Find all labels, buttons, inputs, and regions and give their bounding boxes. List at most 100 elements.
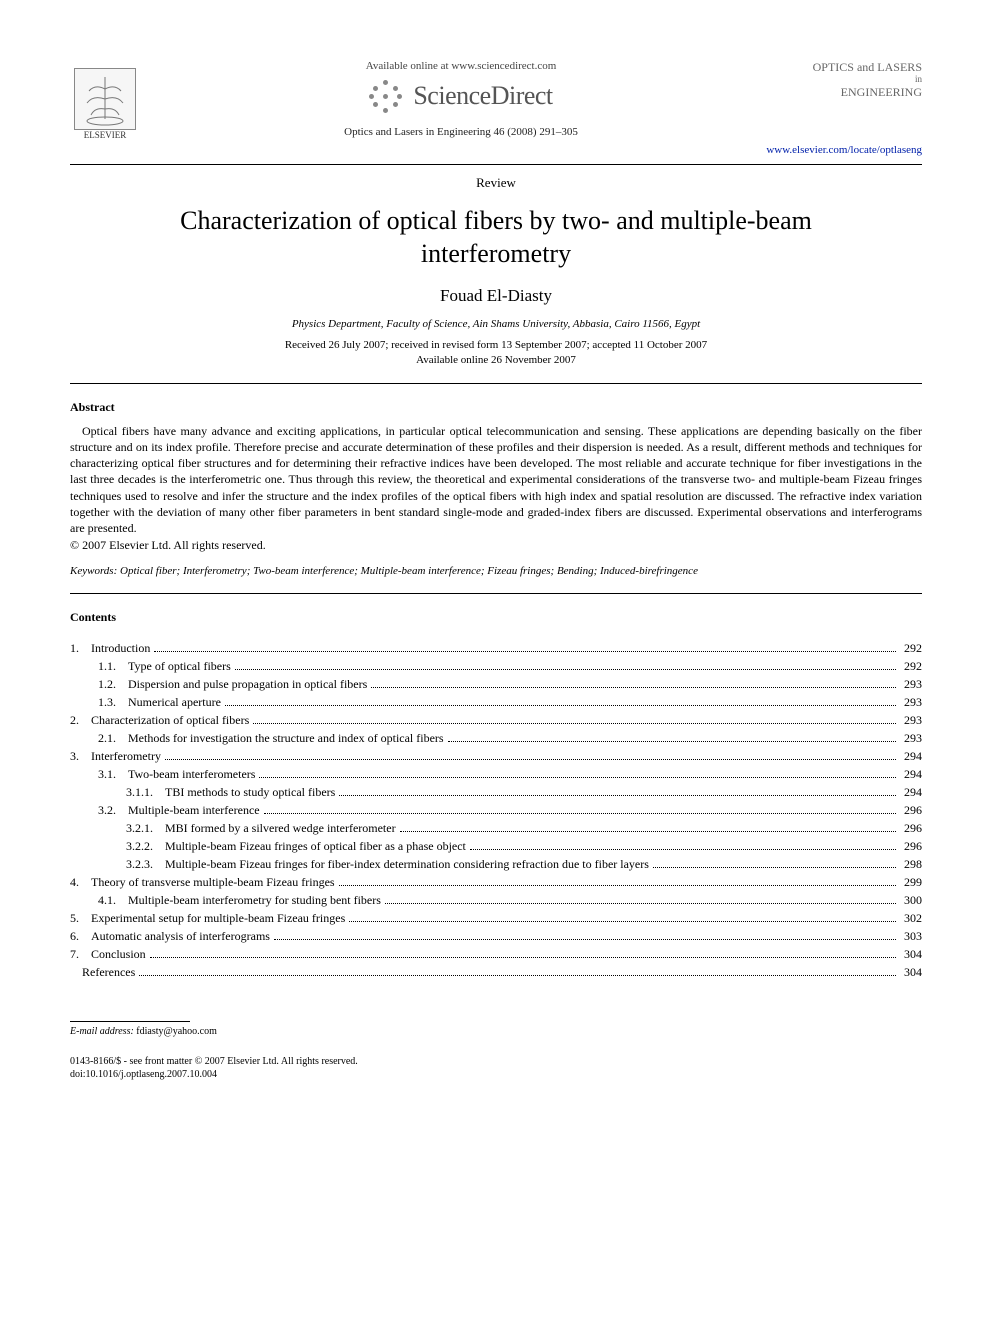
toc-page: 293: [900, 711, 922, 729]
toc-number: 3.2.: [98, 801, 128, 819]
article-dates: Received 26 July 2007; received in revis…: [70, 338, 922, 369]
toc-number: 3.2.1.: [126, 819, 165, 837]
toc-page: 304: [900, 963, 922, 981]
toc-page: 292: [900, 639, 922, 657]
toc-page: 303: [900, 927, 922, 945]
toc-row[interactable]: 1.3.Numerical aperture 293: [70, 693, 922, 711]
sciencedirect-wordmark: ScienceDirect: [413, 81, 552, 111]
elsevier-tree-icon: [74, 68, 136, 130]
toc-leader-dots: [253, 723, 896, 724]
journal-brand: OPTICS and LASERS in ENGINEERING: [782, 60, 922, 100]
toc-page: 304: [900, 945, 922, 963]
toc-leader-dots: [274, 939, 896, 940]
toc-page: 292: [900, 657, 922, 675]
elsevier-logo: ELSEVIER: [70, 60, 140, 140]
keywords-text: Optical fiber; Interferometry; Two-beam …: [120, 565, 698, 577]
toc-number: 3.2.2.: [126, 837, 165, 855]
toc-row[interactable]: References 304: [70, 963, 922, 981]
toc-leader-dots: [339, 795, 896, 796]
toc-label: Two-beam interferometers: [128, 765, 255, 783]
toc-label: Interferometry: [91, 747, 161, 765]
toc-page: 294: [900, 783, 922, 801]
toc-leader-dots: [339, 885, 896, 886]
toc-leader-dots: [150, 957, 896, 958]
sciencedirect-block: Available online at www.sciencedirect.co…: [140, 60, 782, 138]
mid-rule-2: [70, 593, 922, 594]
toc-label: Numerical aperture: [128, 693, 221, 711]
toc-number: 6.: [70, 927, 91, 945]
toc-row[interactable]: 3.1.1.TBI methods to study optical fiber…: [70, 783, 922, 801]
toc-row[interactable]: 6.Automatic analysis of interferograms 30…: [70, 927, 922, 945]
toc-page: 296: [900, 801, 922, 819]
toc-row[interactable]: 3.2.3.Multiple-beam Fizeau fringes for f…: [70, 855, 922, 873]
toc-leader-dots: [225, 705, 896, 706]
dates-line-1: Received 26 July 2007; received in revis…: [70, 338, 922, 353]
toc-page: 294: [900, 747, 922, 765]
email-address[interactable]: fdiasty@yahoo.com: [136, 1026, 217, 1037]
toc-leader-dots: [653, 867, 896, 868]
toc-label: TBI methods to study optical fibers: [165, 783, 335, 801]
toc-row[interactable]: 1.Introduction292: [70, 639, 922, 657]
toc-row[interactable]: 7.Conclusion304: [70, 945, 922, 963]
available-online-text: Available online at www.sciencedirect.co…: [140, 60, 782, 72]
copyright-line: © 2007 Elsevier Ltd. All rights reserved…: [70, 538, 922, 553]
toc-page: 299: [900, 873, 922, 891]
toc-label: Multiple-beam interferometry for studing…: [128, 891, 381, 909]
toc-leader-dots: [448, 741, 896, 742]
toc-row[interactable]: 2.Characterization of optical fibers293: [70, 711, 922, 729]
toc-page: 293: [900, 693, 922, 711]
toc-row[interactable]: 1.1.Type of optical fibers292: [70, 657, 922, 675]
toc-row[interactable]: 2.1.Methods for investigation the struct…: [70, 729, 922, 747]
footer-rule: [70, 1021, 190, 1022]
journal-brand-line1: OPTICS and LASERS: [813, 60, 922, 74]
toc-page: 296: [900, 819, 922, 837]
toc-number: 3.2.3.: [126, 855, 165, 873]
toc-number: 1.3.: [98, 693, 128, 711]
mid-rule-1: [70, 383, 922, 384]
toc-page: 302: [900, 909, 922, 927]
toc-label: Type of optical fibers: [128, 657, 231, 675]
toc-label: Conclusion: [91, 945, 146, 963]
contents-heading: Contents: [70, 610, 922, 625]
toc-number: 2.1.: [98, 729, 128, 747]
toc-leader-dots: [400, 831, 896, 832]
article-title: Characterization of optical fibers by tw…: [156, 205, 836, 270]
toc-label: Experimental setup for multiple-beam Fiz…: [91, 909, 345, 927]
sd-logo-row: ScienceDirect: [140, 78, 782, 114]
toc-row[interactable]: 1.2.Dispersion and pulse propagation in …: [70, 675, 922, 693]
toc-leader-dots: [371, 687, 896, 688]
keywords-label: Keywords:: [70, 565, 117, 577]
toc-number: 1.2.: [98, 675, 128, 693]
toc-row[interactable]: 3.2.1.MBI formed by a silvered wedge int…: [70, 819, 922, 837]
article-type: Review: [70, 175, 922, 191]
toc-row[interactable]: 3.1.Two-beam interferometers294: [70, 765, 922, 783]
toc-leader-dots: [139, 975, 896, 976]
toc-label: Automatic analysis of interferograms: [91, 927, 270, 945]
toc-label: References: [82, 963, 135, 981]
toc-number: 3.1.1.: [126, 783, 165, 801]
elsevier-label: ELSEVIER: [84, 130, 127, 140]
toc-label: Dispersion and pulse propagation in opti…: [128, 675, 367, 693]
toc-leader-dots: [259, 777, 896, 778]
journal-link[interactable]: www.elsevier.com/locate/optlaseng: [70, 144, 922, 156]
toc-page: 298: [900, 855, 922, 873]
dates-line-2: Available online 26 November 2007: [70, 353, 922, 368]
toc-row[interactable]: 3.2.Multiple-beam interference296: [70, 801, 922, 819]
toc-leader-dots: [349, 921, 896, 922]
toc-row[interactable]: 5.Experimental setup for multiple-beam F…: [70, 909, 922, 927]
toc-number: 3.: [70, 747, 91, 765]
bottom-info: 0143-8166/$ - see front matter © 2007 El…: [70, 1055, 922, 1081]
author-name: Fouad El-Diasty: [70, 286, 922, 306]
toc-row[interactable]: 3.Interferometry 294: [70, 747, 922, 765]
toc-label: Introduction: [91, 639, 150, 657]
toc-row[interactable]: 3.2.2.Multiple-beam Fizeau fringes of op…: [70, 837, 922, 855]
journal-brand-line2: ENGINEERING: [841, 85, 922, 99]
toc-label: Theory of transverse multiple-beam Fizea…: [91, 873, 335, 891]
citation-line: Optics and Lasers in Engineering 46 (200…: [140, 126, 782, 138]
toc-number: 4.: [70, 873, 91, 891]
header-row: ELSEVIER Available online at www.science…: [70, 60, 922, 140]
toc-label: MBI formed by a silvered wedge interfero…: [165, 819, 396, 837]
toc-row[interactable]: 4.1.Multiple-beam interferometry for stu…: [70, 891, 922, 909]
page-footer: E-mail address: fdiasty@yahoo.com 0143-8…: [70, 1021, 922, 1081]
toc-row[interactable]: 4.Theory of transverse multiple-beam Fiz…: [70, 873, 922, 891]
